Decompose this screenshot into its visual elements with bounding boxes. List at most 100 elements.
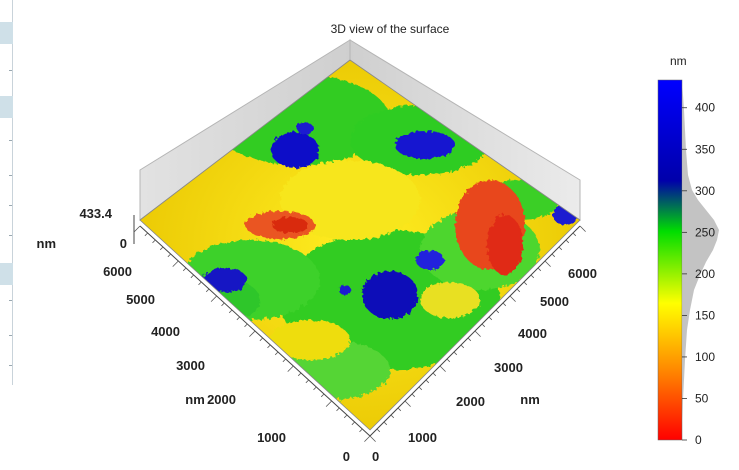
ruler-tick — [9, 140, 12, 141]
left-axis-tick-label: 1000 — [257, 430, 286, 445]
right-axis-tick — [425, 379, 430, 384]
right-axis-tick — [530, 274, 535, 279]
left-axis-tick-label: 3000 — [176, 358, 205, 373]
right-axis-tick — [579, 225, 586, 232]
left-axis-tick — [259, 337, 263, 342]
right-axis-tick — [404, 400, 411, 407]
colorbar-tick-label: 150 — [695, 308, 715, 322]
left-axis-tick — [364, 435, 371, 442]
left-axis-tick — [343, 414, 348, 419]
z-max-label: 433.4 — [79, 206, 112, 221]
z-min-label: 0 — [120, 236, 127, 251]
plot-title: 3D view of the surface — [330, 22, 450, 36]
left-axis-tick — [313, 386, 317, 391]
right-axis-tick — [502, 302, 507, 307]
ruler-tick — [9, 175, 12, 176]
right-axis-tick — [488, 316, 493, 321]
right-axis-tick — [460, 344, 465, 349]
left-axis-tick — [320, 393, 325, 398]
right-axis-tick — [453, 351, 458, 356]
right-axis-tick — [537, 267, 542, 272]
left-axis-tick — [221, 302, 225, 307]
height-histogram-icon — [682, 80, 719, 440]
colorbar-tick-label: 200 — [695, 267, 715, 281]
left-axis-tick — [159, 246, 164, 251]
left-axis-tick-label: 5000 — [126, 292, 155, 307]
right-axis-tick — [390, 414, 395, 419]
left-axis-unit: nm — [185, 392, 205, 407]
right-axis-tick — [467, 337, 472, 342]
ruler-tick — [9, 335, 12, 336]
right-axis-tick — [558, 246, 563, 251]
left-axis-tick — [167, 253, 171, 258]
right-axis-tick — [544, 260, 551, 267]
left-axis-tick — [190, 274, 194, 279]
right-axis-tick-label: 4000 — [518, 326, 547, 341]
right-axis-tick — [551, 253, 556, 258]
surface-3d-view[interactable]: 433.4 0 nm 6000 5000 4000 3000 2000 1000 0 nm … — [0, 0, 620, 465]
left-axis-tick — [305, 379, 309, 384]
right-axis-tick — [411, 393, 416, 398]
right-axis-tick — [509, 295, 516, 302]
right-axis-tick — [516, 288, 521, 293]
right-axis-tick — [383, 421, 388, 426]
right-axis-tick — [474, 330, 481, 337]
left-axis-tick — [249, 330, 256, 337]
left-axis-tick — [297, 372, 302, 377]
left-axis-tick — [210, 295, 217, 302]
left-axis-tick — [172, 260, 179, 267]
left-axis-tick-label: 6000 — [103, 264, 132, 279]
left-axis-tick — [198, 281, 202, 286]
right-axis-tick — [376, 428, 381, 433]
right-axis-tick-label: 1000 — [408, 430, 437, 445]
right-axis-tick — [565, 239, 570, 244]
left-axis-tick-label: 2000 — [207, 392, 236, 407]
left-axis-tick — [359, 428, 363, 433]
left-axis-tick-label: 0 — [343, 449, 350, 464]
left-axis-tick — [244, 323, 248, 328]
left-ruler — [0, 0, 14, 385]
colorbar-tick-label: 100 — [695, 350, 715, 364]
right-axis-tick-label: 0 — [372, 449, 379, 464]
left-axis: 6000 5000 4000 3000 2000 1000 0 — [103, 225, 371, 464]
ruler-tab[interactable] — [0, 263, 13, 285]
right-axis-unit: nm — [520, 392, 540, 407]
right-axis-tick — [481, 323, 486, 328]
colorbar-unit: nm — [670, 54, 687, 68]
ruler-tick — [9, 70, 12, 71]
right-axis-tick — [432, 372, 437, 377]
ruler-tick — [9, 235, 12, 236]
ruler-tick — [9, 205, 12, 206]
colorbar-tick-label: 50 — [695, 391, 709, 405]
left-axis-tick — [205, 288, 210, 293]
ruler-tab[interactable] — [0, 96, 13, 118]
right-axis-tick-label: 3000 — [494, 360, 523, 375]
colorbar-tick-label: 350 — [695, 142, 715, 156]
ruler-tab[interactable] — [0, 22, 13, 44]
left-axis-tick — [134, 225, 141, 232]
colorbar-tick-label: 250 — [695, 225, 715, 239]
right-axis-tick — [418, 386, 423, 391]
ruler-tick — [9, 365, 12, 366]
colorbar[interactable]: 400 350 300 250 200 150 100 50 0 — [620, 0, 739, 465]
left-axis-tick — [228, 309, 233, 314]
colorbar-gradient — [657, 79, 683, 441]
left-axis-tick — [144, 232, 148, 237]
left-axis-tick — [182, 267, 187, 272]
right-axis-tick-label: 2000 — [456, 394, 485, 409]
right-axis-tick — [446, 358, 451, 363]
right-axis-tick — [397, 407, 402, 412]
right-axis: 6000 5000 4000 3000 2000 1000 0 — [369, 225, 597, 464]
left-axis-tick — [336, 407, 340, 412]
left-axis-tick-label: 4000 — [151, 324, 180, 339]
ruler-line — [12, 0, 13, 385]
left-axis-tick — [282, 358, 286, 363]
left-axis-tick — [152, 239, 156, 244]
left-axis-tick — [325, 400, 332, 407]
right-axis-tick — [572, 232, 577, 237]
surface-outline — [139, 59, 581, 431]
colorbar-svg: 400 350 300 250 200 150 100 50 0 — [657, 79, 719, 447]
right-axis-tick-label: 5000 — [540, 294, 569, 309]
left-axis-tick — [274, 351, 279, 356]
